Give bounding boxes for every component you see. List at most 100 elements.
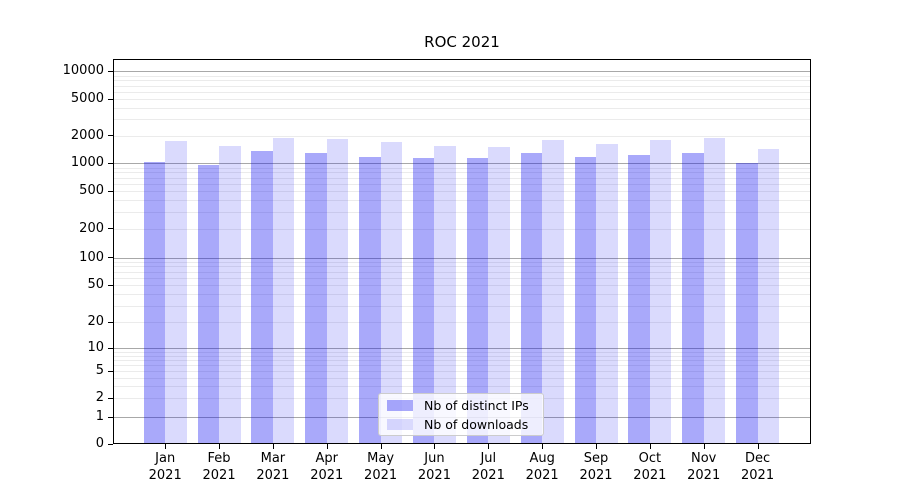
x-tick-label-jun: Jun 2021	[406, 451, 462, 484]
x-tick-month: Feb	[207, 451, 231, 466]
x-tick-label-jul: Jul 2021	[460, 451, 516, 484]
x-tick-mark	[219, 444, 221, 449]
gridline-minor	[113, 228, 811, 230]
bar-distinct-ips-nov	[682, 152, 704, 444]
chart-title: ROC 2021	[424, 33, 500, 51]
gridline-minor	[113, 285, 811, 287]
x-tick-label-oct: Oct 2021	[622, 451, 678, 484]
gridline-minor	[113, 107, 811, 109]
x-tick-label-jan: Jan 2021	[137, 451, 193, 484]
x-tick-label-aug: Aug 2021	[514, 451, 570, 484]
x-tick-mark	[380, 444, 382, 449]
x-tick-year: 2021	[471, 467, 505, 483]
bar-downloads-jul	[488, 147, 510, 444]
bar-downloads-jan	[165, 141, 187, 444]
bar-downloads-dec	[757, 149, 780, 444]
x-tick-year: 2021	[687, 467, 721, 483]
x-tick-year: 2021	[256, 467, 290, 483]
x-tick-label-apr: Apr 2021	[299, 451, 355, 484]
x-tick-month: Nov	[691, 451, 717, 466]
bar-downloads-sep	[596, 144, 618, 444]
y-tick-mark	[108, 370, 113, 372]
gridline-minor	[113, 191, 811, 192]
y-tick-mark	[108, 98, 113, 100]
bar-distinct-ips-jun	[412, 158, 435, 444]
x-tick-mark	[488, 444, 490, 449]
gridline-minor	[113, 371, 811, 373]
legend-label: Nb of downloads	[424, 416, 529, 432]
y-tick-label: 2	[95, 390, 104, 405]
gridline-minor	[113, 135, 811, 137]
bar-distinct-ips-mar	[251, 150, 273, 444]
bar-distinct-ips-may	[359, 156, 381, 444]
bar-downloads-mar	[272, 137, 295, 444]
bar-distinct-ips-dec	[736, 162, 758, 444]
x-tick-label-nov: Nov 2021	[676, 451, 732, 484]
y-tick-label: 50	[87, 277, 104, 293]
gridline-minor	[113, 261, 811, 263]
bar-distinct-ips-jan	[143, 161, 166, 444]
y-tick-label: 10	[87, 340, 104, 356]
bar-downloads-apr	[326, 138, 349, 444]
bar-distinct-ips-oct	[628, 154, 650, 444]
x-tick-month: Apr	[315, 451, 339, 466]
x-tick-label-may: May 2021	[353, 451, 409, 484]
x-tick-mark	[596, 444, 597, 449]
gridline-minor	[113, 99, 811, 101]
y-tick-mark	[108, 347, 113, 349]
y-tick-label: 0	[95, 436, 104, 451]
y-tick-mark	[108, 228, 113, 229]
y-tick-mark	[108, 397, 113, 399]
x-tick-mark	[326, 444, 328, 449]
y-tick-mark	[108, 321, 113, 323]
x-tick-mark	[757, 444, 759, 449]
legend: Nb of distinct IPs Nb of downloads	[378, 393, 544, 436]
gridline-minor	[113, 322, 811, 323]
gridline-major	[113, 163, 811, 165]
y-tick-label: 5000	[70, 91, 104, 107]
bar-downloads-aug	[542, 140, 564, 444]
x-tick-label-feb: Feb 2021	[191, 451, 247, 484]
y-tick-label: 10000	[62, 63, 104, 79]
bar-downloads-nov	[703, 138, 726, 444]
gridline-minor	[113, 183, 811, 185]
bar-distinct-ips-sep	[574, 157, 596, 444]
gridline-minor	[113, 91, 811, 93]
gridline-minor	[113, 167, 811, 169]
legend-label: Nb of distinct IPs	[424, 397, 529, 413]
bar-distinct-ips-feb	[197, 164, 220, 444]
gridline-major	[113, 71, 811, 73]
y-tick-mark	[108, 135, 113, 137]
y-tick-label: 20	[87, 314, 104, 329]
gridline-minor	[113, 177, 811, 179]
gridline-minor	[113, 75, 811, 77]
gridline-minor	[113, 271, 811, 273]
y-tick-label: 5	[95, 363, 104, 379]
gridline-minor	[113, 305, 811, 307]
legend-swatch-distinct-ips	[387, 399, 413, 411]
gridline-minor	[113, 377, 811, 379]
gridline-minor	[113, 85, 811, 87]
x-tick-mark	[434, 444, 436, 449]
x-tick-month: Jun	[424, 451, 445, 466]
x-tick-month: Jul	[480, 451, 497, 466]
y-tick-mark	[108, 190, 113, 192]
bar-distinct-ips-apr	[305, 152, 327, 444]
bar-downloads-oct	[649, 140, 672, 444]
legend-item: Nb of distinct IPs	[387, 398, 535, 413]
y-tick-mark	[108, 443, 113, 445]
gridline-minor	[113, 200, 811, 202]
y-tick-mark	[108, 416, 113, 418]
bar-downloads-jun	[434, 146, 456, 444]
y-tick-mark	[108, 162, 113, 164]
x-tick-year: 2021	[525, 467, 559, 483]
gridline-minor	[113, 355, 811, 357]
gridline-minor	[113, 294, 811, 296]
x-tick-label-mar: Mar 2021	[245, 451, 301, 484]
x-tick-year: 2021	[364, 467, 398, 483]
bar-downloads-feb	[219, 146, 241, 444]
x-tick-mark	[542, 444, 544, 449]
